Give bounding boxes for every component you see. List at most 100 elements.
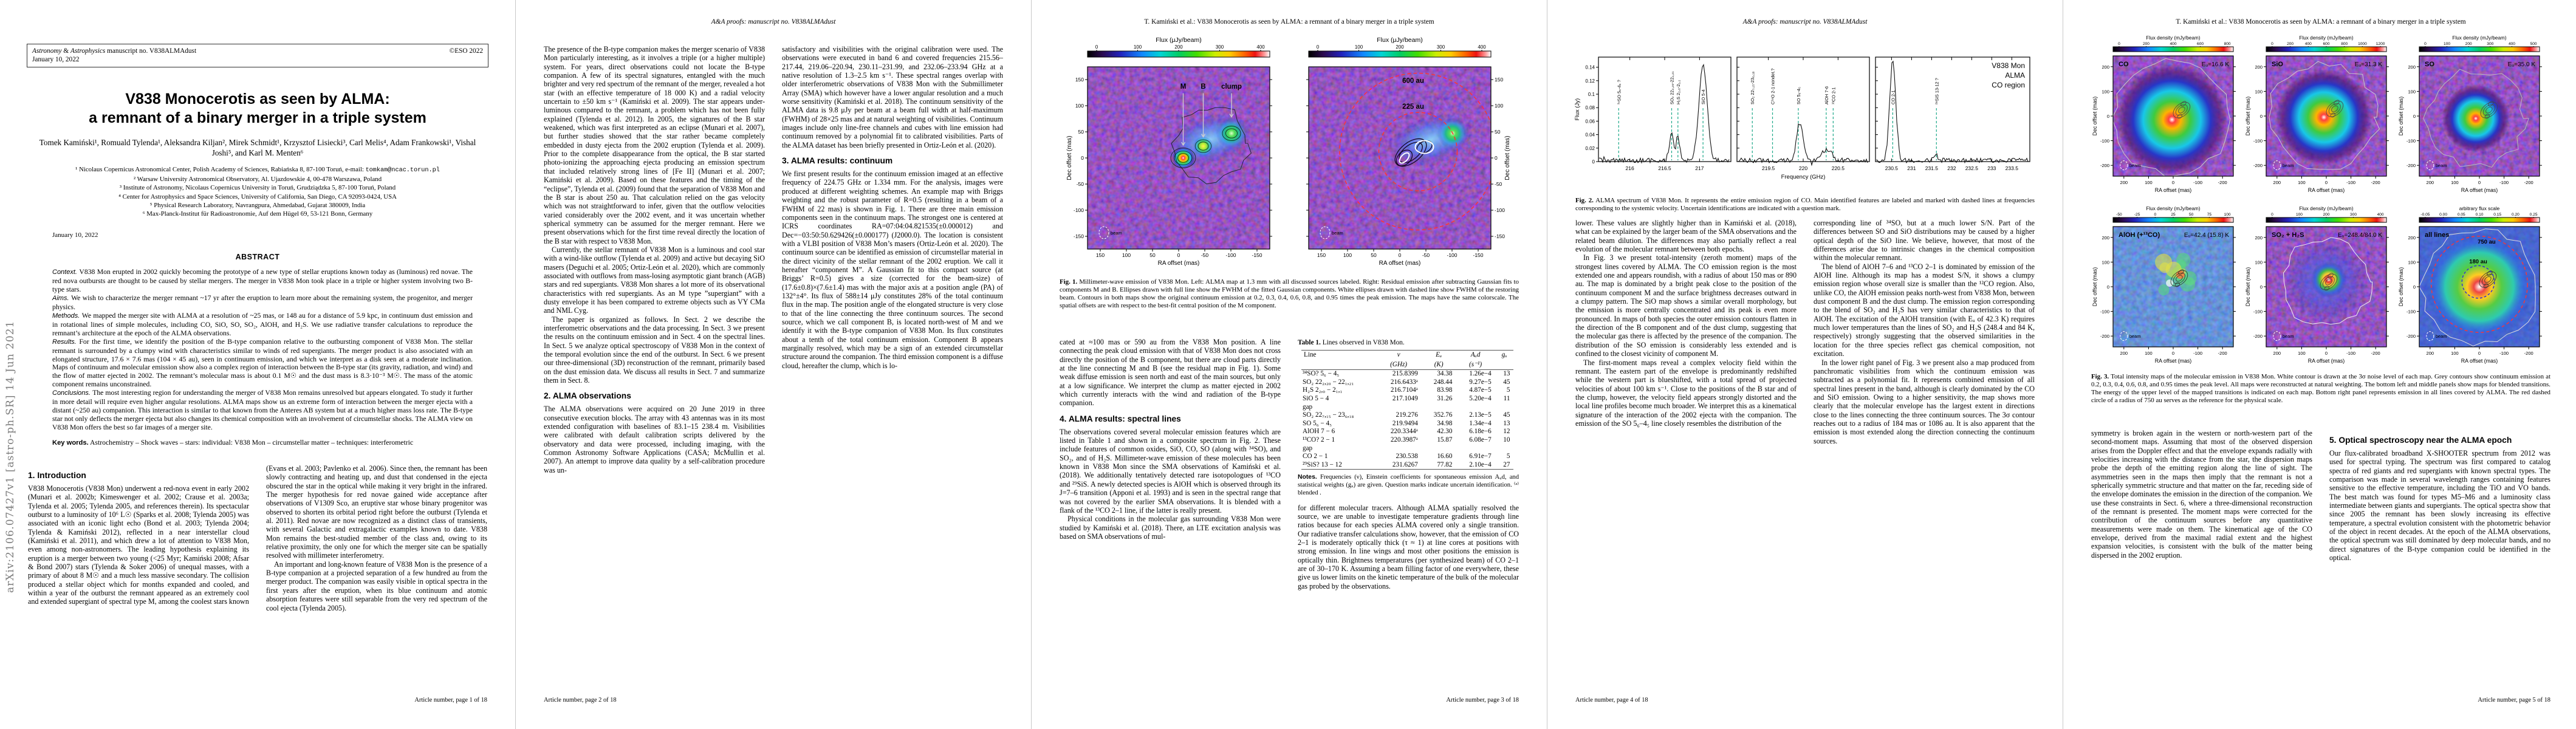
line-label: ¹³CO 2-1 [1831,87,1836,104]
running-head: T. Kamiński et al.: V838 Monocerotis as … [1144,18,1434,26]
beam-ellipse [1320,226,1331,239]
svg-text:0: 0 [2260,114,2263,119]
table-row: AlOH 7 − 6 220.3344ᵃ 42.30 6.18e−6 12 [1303,428,1510,436]
svg-text:0.25: 0.25 [2530,213,2538,217]
beam-ellipse [2273,160,2281,171]
page-footer: Article number, page 4 of 18 [1575,697,1648,703]
fig3-panel-co: Flux density (mJy/beam) 0 200 400 600 800 200 1… [2092,35,2236,193]
colorbar-title: Flux density (mJy/beam) [2452,35,2506,41]
map-area [2266,227,2386,347]
svg-text:0: 0 [2118,42,2120,46]
svg-text:-50: -50 [1077,181,1084,187]
svg-text:233.5: 233.5 [2006,165,2019,171]
x-axis-label: Frequency (GHz) [1781,174,1826,180]
svg-text:200: 200 [2427,351,2434,356]
spectrum-panel [1736,56,1870,162]
svg-text:0: 0 [1495,155,1498,161]
svg-text:200: 200 [1396,44,1404,50]
svg-text:100: 100 [2451,180,2459,185]
affiliation-line: ⁴ Center for Astrophysics and Space Scie… [118,193,397,200]
running-head: A&A proofs: manuscript no. V838ALMAdust [711,18,836,26]
svg-text:0.1: 0.1 [1588,92,1595,97]
svg-text:100: 100 [2444,42,2450,46]
svg-text:800: 800 [2224,42,2231,46]
svg-text:-100: -100 [2499,180,2509,185]
panel-name: AlOH (+¹³CO) [2119,231,2160,239]
svg-text:100: 100 [2298,180,2306,185]
svg-text:0: 0 [2260,284,2263,290]
page3-column-right: Table 1. Lines observed in V838 Mon. Lin… [1298,338,1519,690]
svg-text:200: 200 [2408,235,2416,241]
svg-text:0.06: 0.06 [1585,118,1595,124]
svg-text:0: 0 [2325,351,2328,356]
svg-text:200: 200 [2102,64,2109,70]
svg-text:150: 150 [1495,77,1503,83]
circle-225au [1378,112,1458,191]
table-row: ³⁴SO? 5₆ − 4₅ 215.8399 34.38 1.26e−4 13 [1303,370,1510,378]
svg-text:0: 0 [1592,159,1595,165]
svg-text:800: 800 [2341,42,2348,46]
x-axis-label: RA offset (mas) [2155,358,2192,364]
svg-text:50: 50 [2189,213,2194,217]
svg-text:-100: -100 [2499,351,2509,356]
svg-text:100: 100 [2145,351,2153,356]
y-axis-label: Dec offset (mas) [1504,135,1511,180]
svg-text:230.5: 230.5 [1885,165,1899,171]
figure-3: Flux density (mJy/beam) 0 200 400 600 800 200 1… [2091,34,2550,367]
panel-eu-label: Eᵤ=31.3 K [2355,61,2383,68]
circle-180au [2461,265,2495,299]
line-label: H₂S 2₂,₀-2₁,₁ [1676,80,1681,104]
section-heading-observations: 2. ALMA observations [544,391,631,401]
abstract-paragraph: Aims. We wish to characterize the merger… [52,293,473,311]
svg-text:200: 200 [2408,64,2416,70]
y-axis-label: Dec offset (mas) [2092,267,2098,306]
svg-text:-100: -100 [2406,309,2416,315]
svg-text:0.10: 0.10 [2476,213,2484,217]
svg-text:0: 0 [2478,351,2481,356]
svg-text:0: 0 [2271,42,2273,46]
source-label: M [1180,83,1187,91]
svg-text:25: 25 [2171,213,2176,217]
svg-text:600 au: 600 au [1402,78,1424,85]
svg-text:400: 400 [1256,44,1265,50]
svg-text:50: 50 [1371,252,1377,258]
source-label: B [1201,83,1205,91]
fig3-panel-all: arbitrary flux scale -0.05 0.00 0.05 0.10 0.1… [2398,206,2542,364]
svg-text:150: 150 [1096,252,1105,258]
svg-text:-200: -200 [2406,334,2416,339]
svg-text:0: 0 [2271,213,2273,217]
page4-column-right: corresponding line of ³⁴SO, but at a muc… [1814,219,2035,690]
table-row: SO 5₆ − 4₅ 219.9494 34.98 1.34e−4 13 [1303,419,1510,427]
y-axis-label: Dec offset (mas) [2092,97,2098,135]
svg-text:219.5: 219.5 [1762,165,1775,171]
svg-text:200: 200 [2120,351,2128,356]
svg-text:beam: beam [2283,163,2294,168]
svg-text:200: 200 [2465,42,2472,46]
svg-text:-50: -50 [1495,181,1502,187]
svg-text:300: 300 [1437,44,1445,50]
panel-name: SiO [2272,61,2283,68]
table-row: gap [1303,403,1313,411]
running-head: T. Kamiński et al.: V838 Monocerotis as … [2176,18,2466,26]
svg-text:300: 300 [1216,44,1224,50]
page-4: A&A proofs: manuscript no. V838ALMAdust … [1547,0,2063,729]
page2-column-right: satisfactory and visibilities with the o… [782,45,1003,690]
fig3-panel-sio: Flux density (mJy/beam)0 200 400 600 800 1000… [2245,35,2389,193]
svg-text:-100: -100 [2253,139,2263,144]
svg-text:150: 150 [1075,77,1084,83]
table-row: H₂S 2₂,₀ − 2₁,₁ 216.7104ᵃ 83.98 4.87e−5 5 [1303,386,1510,394]
line-label: SiO 5-4 [1701,89,1706,104]
svg-text:0.00: 0.00 [2439,213,2447,217]
spectrum-trace [1875,60,2029,164]
svg-text:220.5: 220.5 [1832,165,1845,171]
line-label: ²⁹SiS 13-12 ? [1934,78,1939,104]
fig3-panel-aloh: Flux density (mJy/beam) -50 -25 0 25 50 75 100 2… [2092,206,2236,364]
svg-text:beam: beam [2129,163,2141,168]
svg-text:beam: beam [2283,334,2294,339]
svg-text:-200: -200 [2253,163,2263,168]
manuscript-date: January 10, 2022 [32,56,80,63]
x-axis-label: RA offset (mas) [1158,260,1200,267]
svg-text:200: 200 [2255,64,2263,70]
